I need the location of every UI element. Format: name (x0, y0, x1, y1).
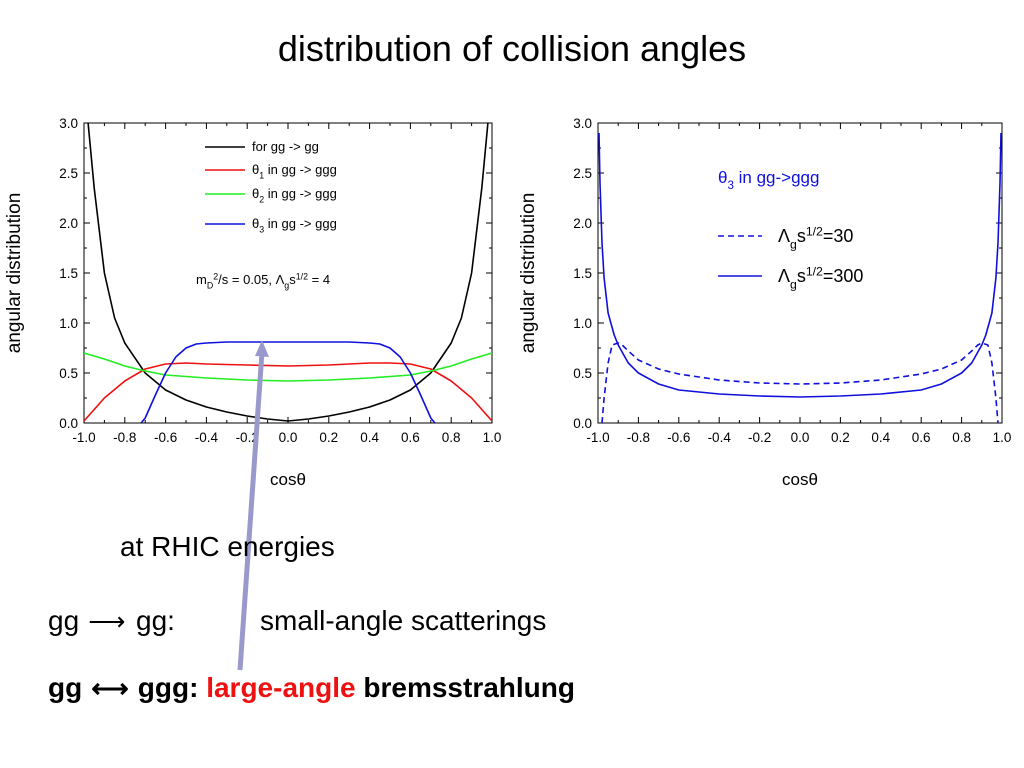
x-tick-label: -0.6 (667, 430, 690, 445)
y-axis-label: angular distribution (4, 193, 25, 354)
parameter-annotation: mD2/s = 0.05, Λgs1/2 = 4 (196, 271, 330, 290)
y-tick-label: 2.5 (59, 166, 78, 181)
note-small-angle: small-angle scatterings (260, 605, 547, 636)
y-tick-label: 2.0 (59, 216, 78, 231)
y-tick-label: 2.5 (573, 166, 592, 181)
x-tick-label: 0.4 (871, 430, 890, 445)
x-tick-label: 0.2 (319, 430, 338, 445)
note-rhic-energies: at RHIC energies (120, 531, 335, 562)
series-line-left-3 (140, 341, 436, 423)
series-line-left-1 (84, 362, 492, 422)
y-tick-label: 1.5 (59, 266, 78, 281)
series-line-right-0 (601, 342, 999, 423)
x-tick-label: 0.6 (401, 430, 420, 445)
series-group (84, 123, 492, 423)
x-tick-label: -1.0 (72, 430, 95, 445)
right-chart: -1.0 -0.8 -0.6 -0.4 -0.2 0.0 0.2 0.4 0.6 0.8 1.0 0.… (518, 116, 1011, 489)
legend-label-1: θ1 in gg -> ggg (252, 162, 337, 181)
x-axis-label: cosθ (782, 470, 818, 489)
x-tick-label: -0.4 (708, 430, 732, 445)
note-ggg: ggg: (137, 672, 199, 703)
y-tick-label: 0.0 (59, 416, 78, 431)
note-large-angle: large-angle (206, 672, 356, 703)
legend-label-0: for gg -> gg (252, 139, 319, 154)
x-tick-label: 0.0 (279, 430, 298, 445)
right-arrow-icon: ⟶ (88, 606, 126, 636)
y-tick-label: 1.5 (573, 266, 592, 281)
panel-label: θ3 in gg->ggg (718, 168, 819, 192)
x-tick-label: 0.8 (952, 430, 971, 445)
series-group (598, 132, 1002, 423)
legend-right: Λgs1/2=30 Λgs1/2=300 (718, 225, 863, 292)
note-gg-lhs-bold: gg (48, 672, 83, 703)
series-line-left-0 (87, 123, 489, 422)
y-tick-label: 1.0 (59, 316, 78, 331)
pointer-arrow (237, 340, 269, 671)
left-chart: -1.0 -0.8 -0.6 -0.4 -0.2 0.0 0.2 0.4 0.6 0.8 1.0 0.… (4, 116, 501, 489)
y-tick-label: 0.0 (573, 416, 592, 431)
arrow-head (255, 340, 269, 357)
y-tick-label: 0.5 (59, 366, 78, 381)
x-tick-label: -0.8 (627, 430, 650, 445)
x-tick-label: -1.0 (586, 430, 609, 445)
y-tick-label: 3.0 (573, 116, 592, 131)
legend-left: for gg -> gg θ1 in gg -> ggg θ2 in gg -> g… (205, 139, 337, 235)
legend-label-3: θ3 in gg -> ggg (252, 216, 337, 235)
x-tick-label: 0.8 (442, 430, 461, 445)
legend-label-300: Λgs1/2=300 (778, 265, 863, 292)
x-tick-label: 0.4 (360, 430, 379, 445)
series-line-left-2 (84, 352, 492, 382)
legend-label-30: Λgs1/2=30 (778, 225, 853, 252)
left-right-arrow-icon: ⟷ (91, 673, 129, 703)
x-tick-label: 1.0 (993, 430, 1012, 445)
legend-label-2: θ2 in gg -> ggg (252, 186, 337, 205)
y-tick-label: 0.5 (573, 366, 592, 381)
y-tick-label: 3.0 (59, 116, 78, 131)
x-tick-label: -0.2 (236, 430, 259, 445)
slide-title: distribution of collision angles (277, 28, 747, 69)
x-tick-label: -0.2 (748, 430, 771, 445)
note-gg-to-gg: gg ⟶ (48, 605, 127, 637)
x-tick-label: 0.0 (791, 430, 810, 445)
arrow-shaft (237, 351, 265, 671)
x-tick-label: 0.2 (831, 430, 850, 445)
x-tick-label: -0.8 (113, 430, 136, 445)
note-gg-lhs: gg (48, 605, 80, 636)
y-tick-label: 1.0 (573, 316, 592, 331)
note-gg-rhs: gg: (136, 605, 175, 636)
y-tick-label: 2.0 (573, 216, 592, 231)
note-gg-to-ggg: gg ⟷ ggg: large-angle bremsstrahlung (48, 672, 575, 704)
note-bremsstrahlung: bremsstrahlung (363, 672, 575, 703)
x-tick-label: 0.6 (912, 430, 931, 445)
x-tick-label: -0.6 (154, 430, 177, 445)
x-tick-label: -0.4 (195, 430, 219, 445)
y-axis-label: angular distribution (518, 193, 539, 354)
series-line-right-1 (598, 132, 1002, 398)
x-tick-label: 1.0 (483, 430, 502, 445)
x-axis-label: cosθ (270, 470, 306, 489)
